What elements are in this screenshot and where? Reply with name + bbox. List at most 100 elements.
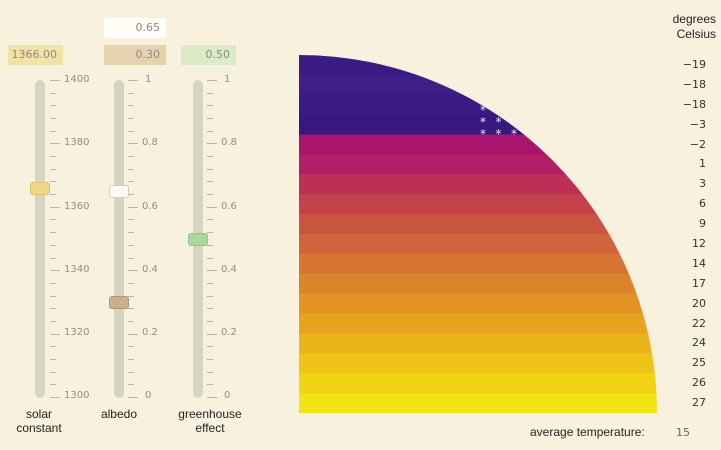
- slider-2-tick-mark: [207, 346, 213, 347]
- temperature-band-label: −18: [682, 77, 706, 91]
- slider-1-tick-mark: [128, 359, 134, 360]
- solar-tick-1320: 1320: [64, 327, 90, 338]
- snow-icon: *: [635, 127, 641, 141]
- solar-tick-1340: 1340: [64, 264, 90, 275]
- slider-1-tick-mark: [128, 219, 134, 220]
- slider-0-tick-mark: [50, 270, 60, 271]
- snow-icon: *: [589, 79, 595, 93]
- snow-icon: *: [635, 55, 641, 69]
- solar-constant-slider-track[interactable]: [35, 80, 45, 398]
- snow-icon: *: [573, 79, 579, 93]
- slider-2-tick-mark: [207, 207, 217, 208]
- temperature-band: [299, 55, 657, 76]
- slider-2-tick-mark: [207, 156, 213, 157]
- snow-icon: *: [651, 79, 657, 93]
- snow-icon: *: [542, 79, 548, 93]
- slider-1-tick-mark: [128, 156, 134, 157]
- temperature-band-label: 3: [699, 177, 706, 191]
- slider-0-tick-mark: [50, 194, 56, 195]
- temperature-band-label: 9: [699, 217, 706, 231]
- slider-1-tick-mark: [128, 245, 134, 246]
- temperature-band: [299, 333, 657, 354]
- snow-icon: *: [527, 67, 533, 81]
- slider-1-tick-mark: [128, 80, 138, 81]
- slider-0-tick-mark: [50, 93, 56, 94]
- temperature-band: [299, 94, 657, 116]
- temperature-band-label: 12: [692, 236, 706, 250]
- snow-icon: *: [542, 55, 548, 69]
- snow-icon: *: [589, 103, 595, 117]
- snow-icon: *: [589, 127, 595, 141]
- slider-0-tick-mark: [50, 346, 56, 347]
- slider-1-tick-mark: [128, 384, 134, 385]
- greenhouse-tick-1: 1: [224, 74, 231, 85]
- snow-icon: *: [604, 79, 610, 93]
- snow-icon: *: [496, 67, 502, 81]
- snow-icon: *: [635, 79, 641, 93]
- snow-icon: *: [604, 55, 610, 69]
- slider-0-tick-mark: [50, 384, 56, 385]
- snow-icon: *: [635, 115, 641, 129]
- slider-1-tick-mark: [128, 232, 134, 233]
- snow-icon: *: [651, 103, 657, 117]
- greenhouse-tick-0: 0: [224, 390, 231, 401]
- temperature-band: [299, 194, 657, 215]
- slider-0-tick-mark: [50, 372, 56, 373]
- snow-icon: *: [604, 127, 610, 141]
- greenhouse-slider-thumb[interactable]: [188, 232, 208, 246]
- albedo-value: 0.30: [104, 45, 166, 65]
- snow-icon: *: [620, 55, 626, 69]
- solar-constant-slider-thumb[interactable]: [30, 181, 50, 195]
- slider-0-tick-mark: [50, 258, 56, 259]
- temperature-band-label: 6: [699, 197, 706, 211]
- temperature-band: [299, 174, 657, 195]
- snow-icon: *: [635, 103, 641, 117]
- slider-1-tick-mark: [128, 334, 138, 335]
- slider-2-tick-mark: [207, 194, 213, 195]
- temperature-band-label: 22: [692, 316, 706, 330]
- albedo-slider-track[interactable]: [114, 80, 124, 398]
- temperature-band: [299, 214, 657, 235]
- snow-icon: *: [542, 103, 548, 117]
- slider-2-tick-mark: [207, 321, 213, 322]
- slider-2-tick-mark: [207, 232, 213, 233]
- slider-1-tick-mark: [128, 169, 134, 170]
- temperature-band: [299, 353, 657, 374]
- slider-0-tick-mark: [50, 169, 56, 170]
- snow-icon: *: [604, 103, 610, 117]
- snow-icon: *: [511, 103, 517, 117]
- snow-icon: *: [620, 115, 626, 129]
- albedo-slider-thumb[interactable]: [109, 295, 129, 309]
- slider-2-tick-mark: [207, 245, 213, 246]
- snow-icon: *: [511, 79, 517, 93]
- slider-2-tick-mark: [207, 397, 217, 398]
- slider-2-tick-mark: [207, 334, 217, 335]
- slider-1-tick-mark: [128, 131, 134, 132]
- slider-0-tick-mark: [50, 296, 56, 297]
- slider-2-tick-mark: [207, 131, 213, 132]
- albedo-secondary-thumb[interactable]: [109, 184, 129, 198]
- temperature-band: [299, 234, 657, 255]
- snow-icon: *: [480, 79, 486, 93]
- snow-icon: *: [542, 115, 548, 129]
- slider-0-tick-mark: [50, 207, 60, 208]
- snow-icon: *: [635, 91, 641, 105]
- slider-1-tick-mark: [128, 397, 138, 398]
- snow-icon: *: [496, 79, 502, 93]
- temperature-band: [299, 373, 657, 394]
- snow-icon: *: [589, 55, 595, 69]
- snow-icon: *: [573, 103, 579, 117]
- temperature-band: [299, 74, 657, 96]
- slider-2-tick-mark: [207, 283, 213, 284]
- solar-tick-1360: 1360: [64, 201, 90, 212]
- slider-1-tick-mark: [128, 93, 134, 94]
- slider-1-tick-mark: [128, 181, 134, 182]
- solar-tick-1300: 1300: [64, 390, 90, 401]
- temperature-band-label: −2: [689, 137, 706, 151]
- slider-2-tick-mark: [207, 219, 213, 220]
- snow-icon: *: [620, 127, 626, 141]
- slider-1-tick-mark: [128, 143, 138, 144]
- snow-icon: *: [511, 91, 517, 105]
- slider-1-tick-mark: [128, 207, 138, 208]
